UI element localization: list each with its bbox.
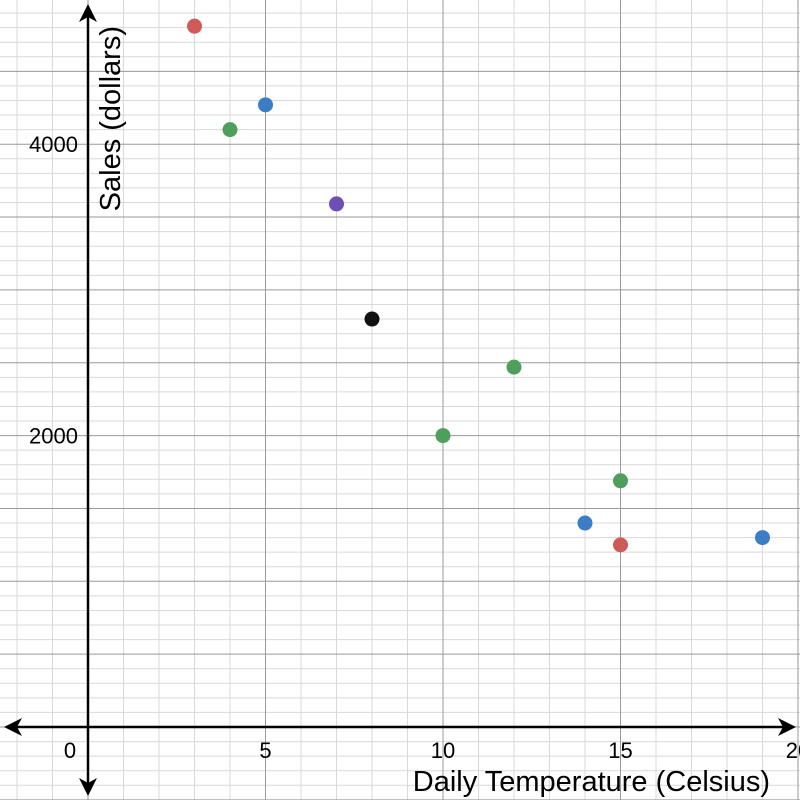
data-point (329, 196, 344, 212)
x-tick-label: 15 (608, 738, 632, 763)
tick-labels: -5051015202530354020004000 (29, 132, 800, 763)
x-axis-left-arrow (4, 718, 22, 736)
x-axis-label: Daily Temperature (Celsius) (413, 766, 770, 798)
y-axis-bottom-arrow (79, 778, 97, 796)
x-tick-label: 20 (786, 738, 800, 763)
axes (4, 4, 796, 796)
data-point (613, 537, 628, 553)
data-point (435, 428, 451, 444)
y-tick-label: 2000 (29, 424, 78, 449)
x-tick-label: 5 (259, 738, 271, 763)
x-tick-label: 10 (431, 738, 455, 763)
data-point (187, 18, 202, 34)
data-points (187, 18, 770, 553)
data-point (613, 473, 628, 489)
data-point (506, 359, 522, 375)
y-axis-label: Sales (dollars) (95, 26, 127, 211)
data-point (364, 311, 380, 327)
data-point (577, 515, 593, 531)
data-point (222, 122, 238, 138)
x-axis-right-arrow (778, 718, 796, 736)
x-tick-label: 0 (64, 738, 76, 763)
data-point (755, 530, 770, 546)
y-axis-top-arrow (79, 4, 97, 22)
data-point (258, 97, 273, 113)
y-tick-label: 4000 (29, 132, 78, 157)
